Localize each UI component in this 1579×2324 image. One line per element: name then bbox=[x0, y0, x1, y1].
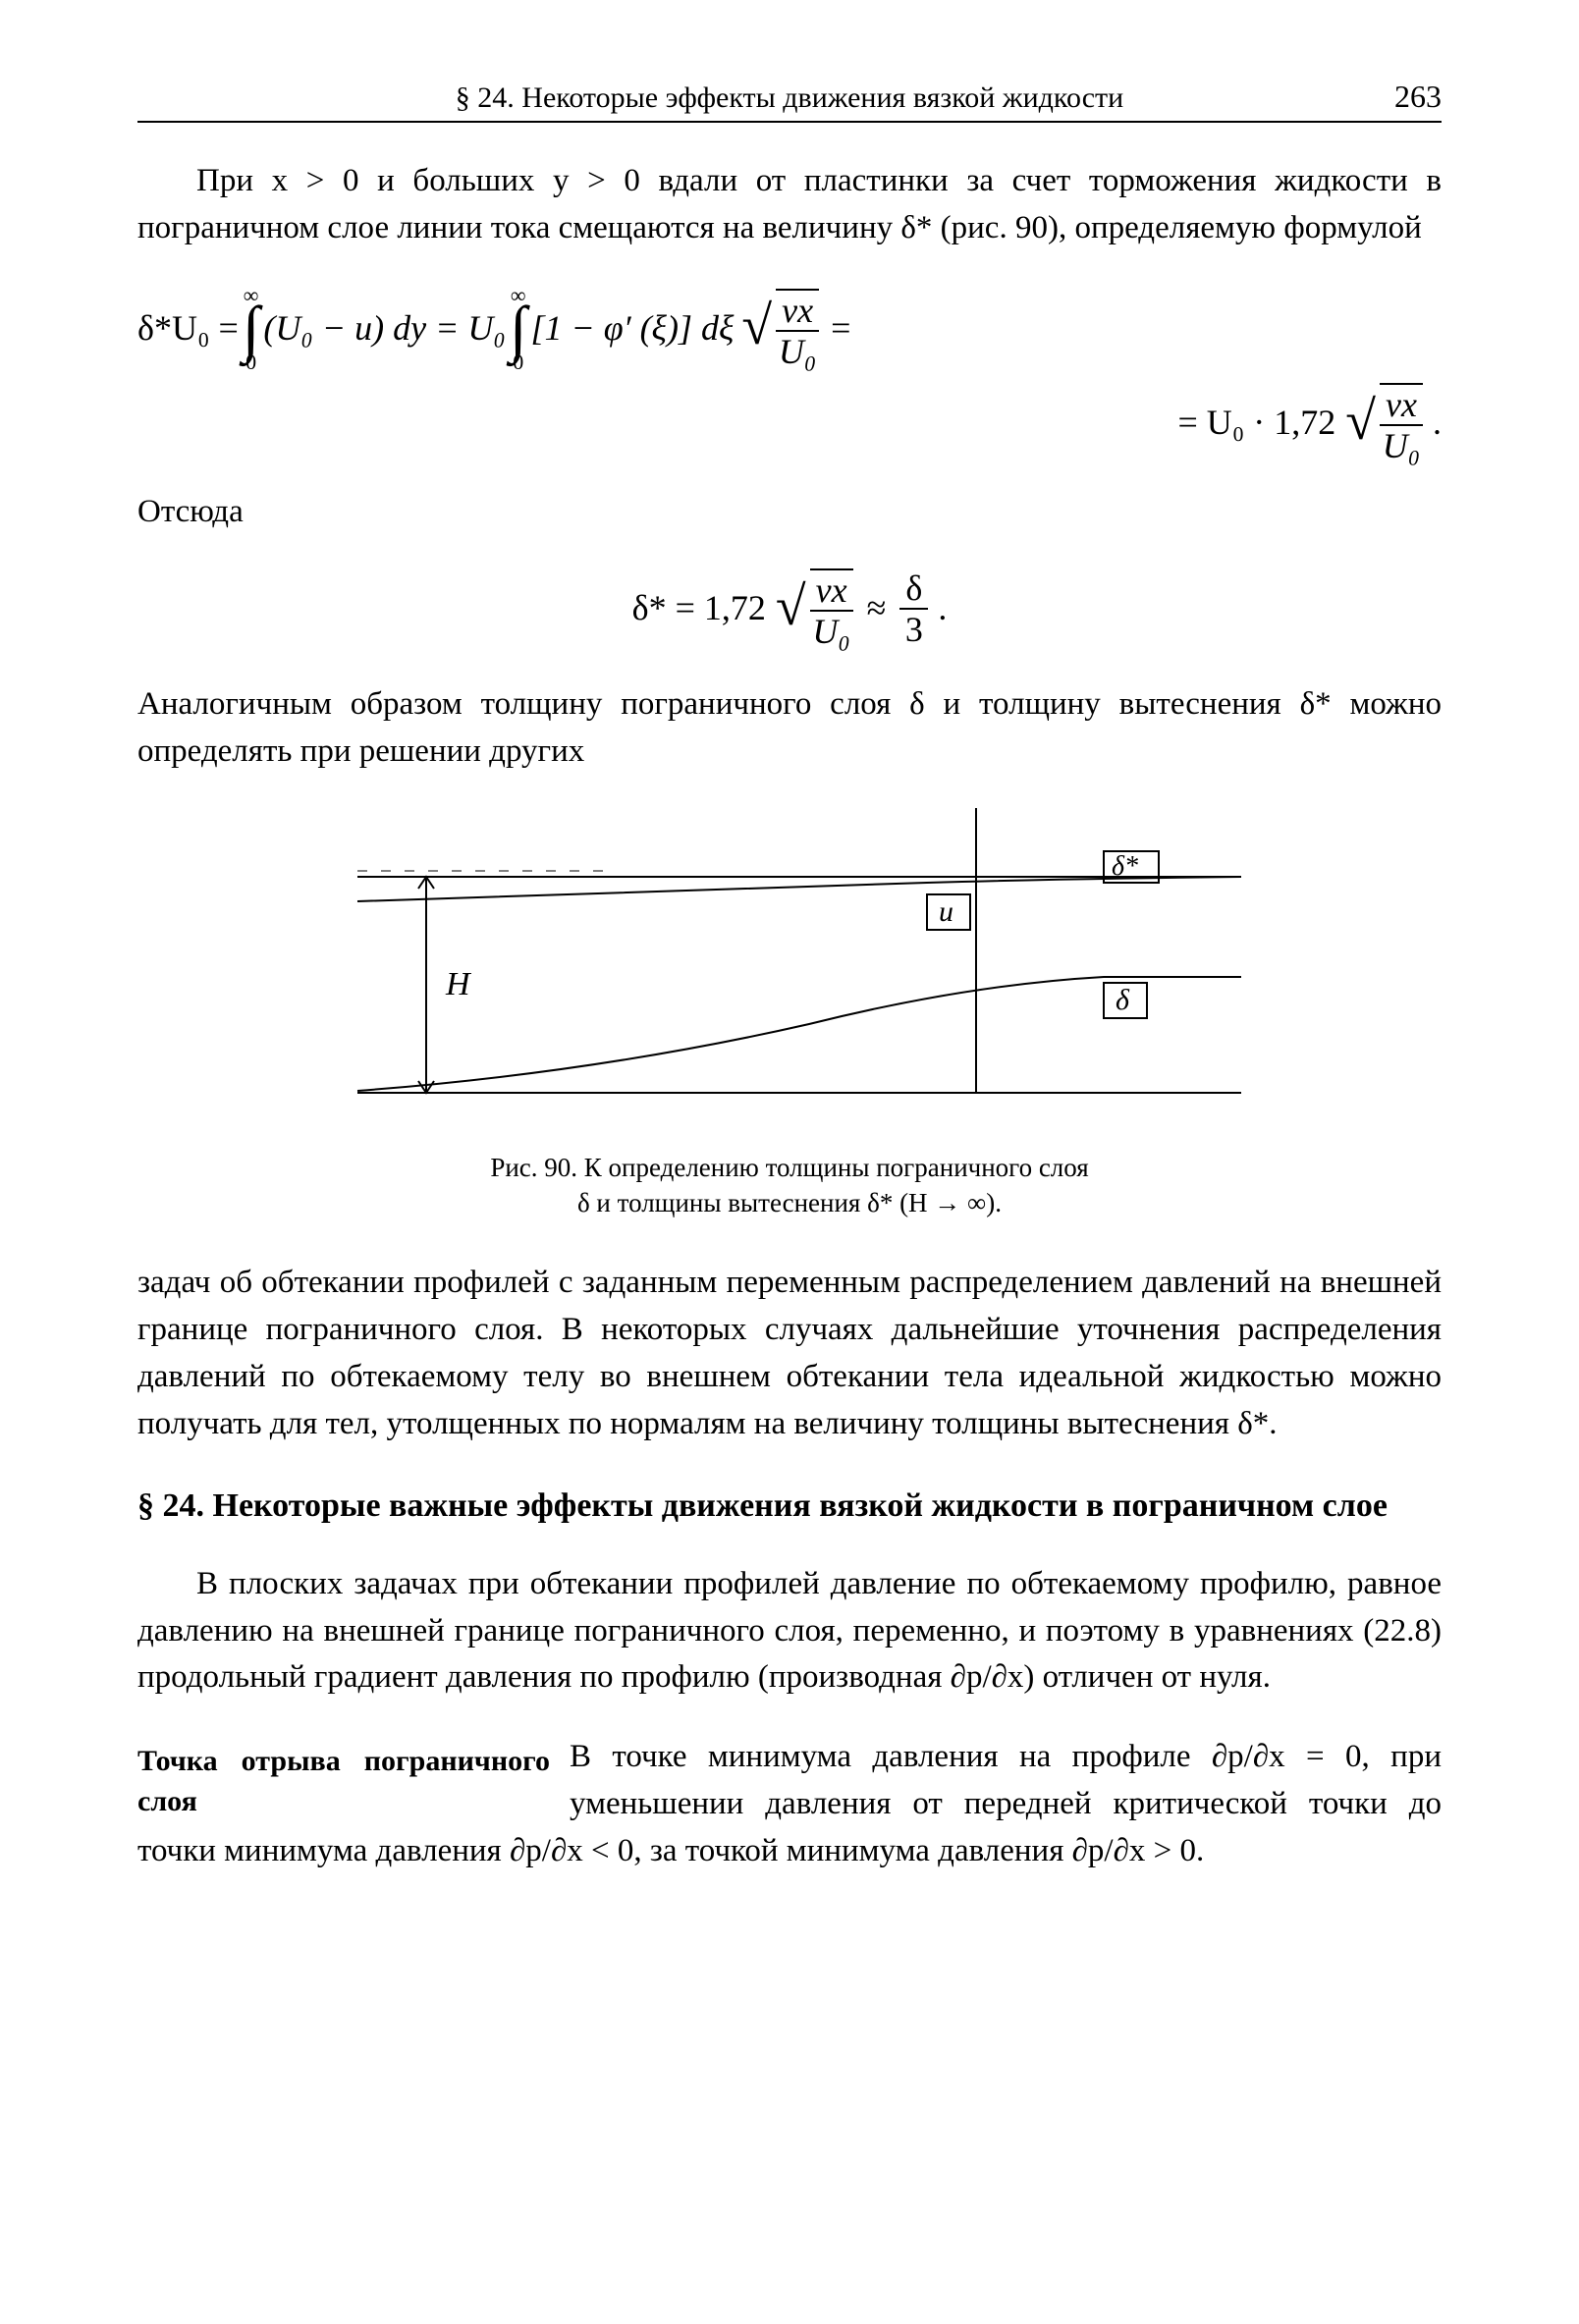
figure-caption-line2: δ и толщины вытеснения δ* (H → ∞). bbox=[577, 1188, 1002, 1217]
eq2-lhs: δ* = 1,72 bbox=[632, 589, 766, 628]
eq2-sqrt-den: U₀ bbox=[812, 612, 850, 649]
eq1-integral-2: ∞ ∫ 0 bbox=[510, 285, 527, 373]
sqrt-icon: √ bbox=[776, 585, 806, 629]
figure-delta-label: δ bbox=[1116, 984, 1130, 1016]
running-title: § 24. Некоторые эффекты движения вязкой … bbox=[216, 81, 1363, 115]
figure-caption-line1: Рис. 90. К определению толщины пограничн… bbox=[490, 1153, 1088, 1182]
integral-icon: ∫ bbox=[510, 302, 527, 355]
eq2-approx: ≈ bbox=[867, 589, 887, 628]
sqrt-icon: √ bbox=[1345, 400, 1376, 444]
eq1-int1-body: (U₀ − u) dy = U₀ bbox=[263, 309, 506, 349]
figure-H-label: H bbox=[445, 966, 472, 1002]
eq1-sqrt1-den: U₀ bbox=[779, 332, 817, 369]
eq1-rhs2-pre: = U₀ · 1,72 bbox=[1177, 404, 1335, 443]
figure-90: H u δ* δ bbox=[299, 808, 1280, 1132]
eq1-sqrt-1: √ νx U₀ bbox=[741, 289, 823, 369]
eq2-frac-num: δ bbox=[899, 570, 928, 610]
eq2-period: . bbox=[938, 589, 947, 628]
figure-u-label: u bbox=[939, 895, 953, 928]
figure-delta-star-label: δ* bbox=[1112, 851, 1138, 882]
eq2-sqrt: √ νx U₀ bbox=[776, 568, 857, 649]
page-number: 263 bbox=[1363, 79, 1442, 115]
section-24-title: § 24. Некоторые важные эффекты движения … bbox=[137, 1484, 1442, 1529]
sqrt-icon: √ bbox=[741, 304, 772, 349]
integral-icon: ∫ bbox=[243, 302, 260, 355]
eq1-int2-body: [1 − φ′ (ξ)] dξ bbox=[530, 309, 734, 349]
eq1-lhs: δ*U₀ = bbox=[137, 309, 239, 349]
paragraph-5: В плоских задачах при обтекании профилей… bbox=[137, 1561, 1442, 1702]
paragraph-3: Аналогичным образом толщину пограничного… bbox=[137, 681, 1442, 776]
paragraph-2: Отсюда bbox=[137, 489, 1442, 536]
eq1-sqrt1-num: νx bbox=[776, 293, 819, 332]
eq1-integral-1: ∞ ∫ 0 bbox=[243, 285, 260, 373]
eq1-int1-lower: 0 bbox=[245, 351, 256, 373]
page: § 24. Некоторые эффекты движения вязкой … bbox=[0, 0, 1579, 2324]
running-head: § 24. Некоторые эффекты движения вязкой … bbox=[137, 79, 1442, 123]
equation-2: δ* = 1,72 √ νx U₀ ≈ δ 3 . bbox=[137, 568, 1442, 649]
figure-90-caption: Рис. 90. К определению толщины пограничн… bbox=[308, 1150, 1271, 1221]
eq2-sqrt-num: νx bbox=[810, 572, 853, 612]
eq1-sqrt2-den: U₀ bbox=[1383, 426, 1421, 463]
eq1-sqrt2-num: νx bbox=[1380, 387, 1423, 426]
paragraph-4: задач об обтекании профилей с заданным п… bbox=[137, 1260, 1442, 1447]
paragraph-1: При x > 0 и больших y > 0 вдали от пласт… bbox=[137, 158, 1442, 252]
eq1-int2-lower: 0 bbox=[513, 351, 523, 373]
eq2-frac: δ 3 bbox=[899, 570, 928, 647]
paragraph-6-block: Точка отрыва пограничного слоя В точке м… bbox=[137, 1734, 1442, 1875]
eq1-period: . bbox=[1433, 404, 1442, 443]
eq2-frac-den: 3 bbox=[905, 610, 923, 647]
margin-note-separation-point: Точка отрыва пограничного слоя bbox=[137, 1742, 550, 1821]
eq1-tail: = bbox=[831, 309, 850, 349]
equation-1: δ*U₀ = ∞ ∫ 0 (U₀ − u) dy = U₀ ∞ ∫ 0 [1 −… bbox=[137, 285, 1442, 463]
eq1-sqrt-2: √ νx U₀ bbox=[1345, 383, 1427, 463]
